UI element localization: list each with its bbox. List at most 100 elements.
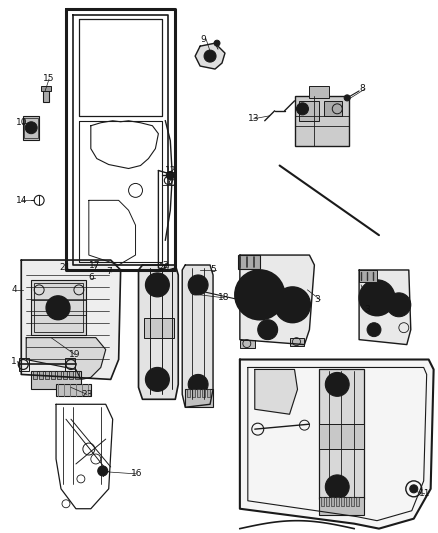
- Text: 8: 8: [359, 84, 365, 93]
- Bar: [63, 372, 67, 379]
- Polygon shape: [138, 265, 178, 399]
- Polygon shape: [359, 270, 411, 345]
- Text: 23: 23: [81, 390, 92, 399]
- Circle shape: [166, 172, 174, 180]
- Bar: [19, 358, 29, 372]
- Bar: [202, 389, 205, 397]
- Bar: [290, 337, 304, 345]
- Circle shape: [46, 296, 70, 320]
- Circle shape: [289, 301, 297, 309]
- Text: 20: 20: [159, 263, 170, 272]
- Bar: [294, 96, 349, 146]
- Bar: [346, 497, 349, 506]
- Text: 5: 5: [210, 265, 216, 274]
- Circle shape: [275, 287, 311, 322]
- Bar: [321, 497, 324, 506]
- Bar: [319, 497, 364, 515]
- Polygon shape: [26, 337, 106, 379]
- Text: 21: 21: [59, 263, 71, 272]
- Bar: [336, 497, 339, 506]
- Bar: [43, 88, 49, 102]
- Circle shape: [193, 280, 203, 290]
- Polygon shape: [240, 360, 434, 529]
- Circle shape: [188, 275, 208, 295]
- Text: 15: 15: [43, 75, 55, 84]
- Circle shape: [367, 322, 381, 337]
- Circle shape: [188, 375, 208, 394]
- Bar: [31, 372, 81, 389]
- Bar: [326, 497, 329, 506]
- Text: 19: 19: [69, 350, 81, 359]
- Bar: [240, 340, 255, 348]
- Circle shape: [254, 289, 266, 301]
- Polygon shape: [240, 255, 314, 345]
- Polygon shape: [182, 265, 213, 407]
- Bar: [31, 280, 86, 335]
- Bar: [24, 118, 38, 138]
- Circle shape: [245, 280, 275, 310]
- Text: 12: 12: [165, 166, 177, 175]
- Text: 11: 11: [419, 489, 430, 498]
- Bar: [341, 497, 344, 506]
- Text: 3: 3: [314, 295, 320, 304]
- Text: 4: 4: [11, 285, 17, 294]
- Polygon shape: [21, 260, 120, 379]
- Bar: [324, 101, 342, 116]
- Circle shape: [387, 293, 411, 317]
- Circle shape: [258, 320, 278, 340]
- Circle shape: [367, 288, 387, 308]
- Bar: [351, 497, 354, 506]
- Bar: [23, 116, 39, 140]
- Text: 1: 1: [11, 357, 17, 366]
- Text: 17: 17: [89, 261, 100, 270]
- Text: 6: 6: [89, 273, 95, 282]
- Bar: [39, 372, 43, 379]
- Text: 9: 9: [200, 35, 206, 44]
- Bar: [145, 318, 174, 337]
- Circle shape: [331, 378, 343, 390]
- Text: 18: 18: [218, 293, 230, 302]
- Circle shape: [410, 485, 418, 493]
- Circle shape: [145, 273, 170, 297]
- Circle shape: [52, 302, 64, 314]
- Bar: [238, 255, 260, 269]
- Bar: [51, 372, 55, 379]
- Bar: [45, 372, 49, 379]
- Bar: [319, 424, 364, 449]
- Circle shape: [98, 466, 108, 476]
- Circle shape: [204, 50, 216, 62]
- Bar: [309, 86, 329, 98]
- Bar: [356, 497, 359, 506]
- Bar: [41, 86, 51, 91]
- Bar: [207, 389, 210, 397]
- Bar: [331, 497, 334, 506]
- Bar: [69, 372, 73, 379]
- Circle shape: [152, 374, 163, 385]
- Bar: [57, 372, 61, 379]
- Text: 10: 10: [16, 118, 28, 127]
- Text: 2: 2: [162, 261, 168, 270]
- Bar: [65, 358, 75, 372]
- Bar: [192, 389, 195, 397]
- Polygon shape: [195, 43, 225, 69]
- Circle shape: [297, 103, 308, 115]
- Text: 16: 16: [131, 470, 142, 479]
- Circle shape: [325, 475, 349, 499]
- Circle shape: [344, 95, 350, 101]
- Circle shape: [145, 367, 170, 391]
- Circle shape: [25, 122, 37, 134]
- Polygon shape: [255, 369, 297, 414]
- Bar: [75, 372, 79, 379]
- Circle shape: [283, 295, 303, 315]
- Text: 7: 7: [106, 268, 112, 277]
- Circle shape: [235, 270, 285, 320]
- Bar: [34, 283, 83, 332]
- Bar: [187, 389, 190, 397]
- Circle shape: [214, 40, 220, 46]
- Circle shape: [152, 279, 163, 291]
- Circle shape: [359, 280, 395, 316]
- Bar: [300, 101, 319, 121]
- Bar: [185, 389, 213, 407]
- Circle shape: [325, 373, 349, 397]
- Bar: [197, 389, 200, 397]
